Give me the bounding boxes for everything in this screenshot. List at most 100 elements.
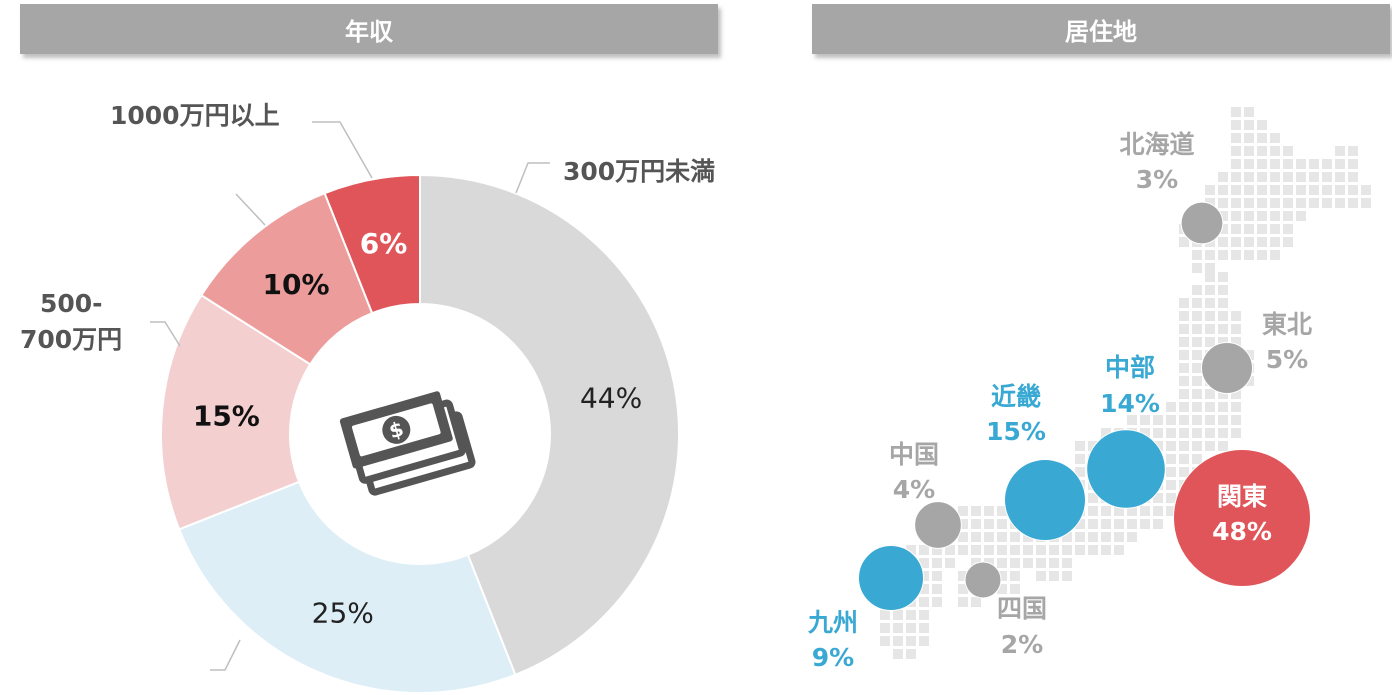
map-cell	[958, 532, 968, 542]
map-cell	[906, 610, 916, 620]
map-cell	[1348, 146, 1358, 156]
map-cell	[1179, 454, 1189, 464]
map-cell	[906, 545, 916, 555]
map-cell	[997, 519, 1007, 529]
map-cell	[1179, 363, 1189, 373]
map-cell	[1088, 506, 1098, 516]
region-name-2: 関東	[1217, 482, 1267, 511]
map-cell	[1179, 337, 1189, 347]
map-cell	[1218, 185, 1228, 195]
map-cell	[1205, 272, 1215, 282]
map-cell	[1205, 250, 1215, 260]
map-cell	[1231, 337, 1241, 347]
map-cell	[1218, 311, 1228, 321]
map-cell	[1231, 237, 1241, 247]
map-cell	[1244, 224, 1254, 234]
map-cell	[1075, 532, 1085, 542]
region-name-6: 四国	[997, 594, 1047, 623]
map-cell	[1192, 454, 1202, 464]
map-cell	[1231, 198, 1241, 208]
map-cell	[1231, 159, 1241, 169]
region-value-2: 48%	[1212, 517, 1272, 546]
map-cell	[1322, 159, 1332, 169]
slice-value-label-2: 15%	[193, 400, 260, 433]
map-cell	[1192, 350, 1202, 360]
map-cell	[1218, 402, 1228, 412]
map-cell	[1140, 519, 1150, 529]
region-bubble-2	[1172, 448, 1312, 588]
map-cell	[1218, 272, 1228, 282]
map-cell	[1322, 172, 1332, 182]
map-cell	[1166, 441, 1176, 451]
map-cell	[1218, 211, 1228, 221]
map-cell	[1179, 376, 1189, 386]
map-cell	[997, 545, 1007, 555]
map-cell	[1257, 172, 1267, 182]
region-name-7: 九州	[807, 608, 858, 637]
map-cell	[1335, 185, 1345, 195]
map-cell	[1205, 389, 1215, 399]
map-cell	[1192, 402, 1202, 412]
map-cell	[1218, 324, 1228, 334]
region-bubble-6	[964, 561, 1002, 599]
region-value-6: 2%	[1001, 630, 1043, 659]
map-cell	[1283, 211, 1293, 221]
map-cell	[1244, 198, 1254, 208]
map-cell	[1166, 402, 1176, 412]
map-cell	[1270, 198, 1280, 208]
map-cell	[1231, 402, 1241, 412]
region-bubble-0	[1180, 201, 1224, 245]
map-cell	[1179, 324, 1189, 334]
map-cell	[1205, 402, 1215, 412]
map-cell	[1049, 545, 1059, 555]
map-cell	[919, 558, 929, 568]
map-cell	[1166, 480, 1176, 490]
region-name-5: 中国	[889, 440, 939, 469]
map-cell	[1231, 428, 1241, 438]
map-cell	[1218, 250, 1228, 260]
map-cell	[1335, 159, 1345, 169]
map-cell	[1062, 545, 1072, 555]
map-cell	[984, 532, 994, 542]
map-cell	[1192, 298, 1202, 308]
map-cell	[1192, 337, 1202, 347]
money-stack-icon: $	[339, 391, 476, 496]
income-header: 年収	[20, 4, 718, 54]
map-cell	[1283, 172, 1293, 182]
map-cell	[1192, 389, 1202, 399]
map-cell	[1114, 545, 1124, 555]
map-cell	[1205, 311, 1215, 321]
map-cell	[984, 545, 994, 555]
map-cell	[1166, 454, 1176, 464]
map-cell	[1218, 415, 1228, 425]
japan-map-grid	[880, 107, 1371, 659]
map-cell	[1153, 519, 1163, 529]
map-cell	[1322, 185, 1332, 195]
map-cell	[1114, 519, 1124, 529]
residence-header: 居住地	[812, 4, 1390, 54]
map-cell	[1062, 532, 1072, 542]
map-cell	[1205, 263, 1215, 273]
map-cell	[1270, 146, 1280, 156]
map-cell	[906, 636, 916, 646]
map-cell	[1192, 363, 1202, 373]
donut-slices	[160, 173, 680, 694]
map-cell	[932, 584, 942, 594]
label-500-700-line2: 700万円	[20, 325, 122, 354]
map-cell	[1218, 298, 1228, 308]
map-cell	[1088, 545, 1098, 555]
map-cell	[1335, 146, 1345, 156]
map-cell	[1205, 337, 1215, 347]
map-cell	[1283, 146, 1293, 156]
map-cell	[1140, 428, 1150, 438]
map-cell	[1348, 159, 1358, 169]
map-cell	[1205, 324, 1215, 334]
map-cell	[997, 532, 1007, 542]
map-cell	[1348, 172, 1358, 182]
map-cell	[1218, 428, 1228, 438]
map-cell	[1166, 415, 1176, 425]
map-cell	[945, 558, 955, 568]
map-cell	[919, 623, 929, 633]
map-cell	[1270, 172, 1280, 182]
map-cell	[1140, 506, 1150, 516]
